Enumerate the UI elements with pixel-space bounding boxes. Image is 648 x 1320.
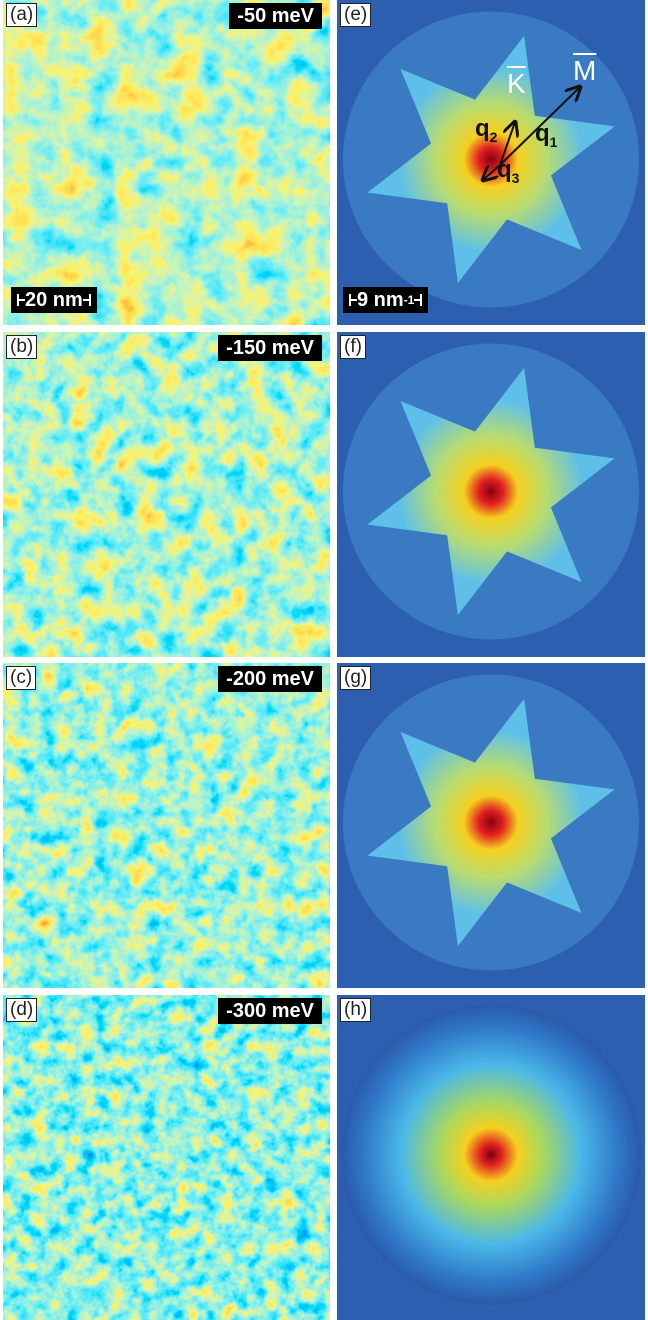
q2-label: q2 (475, 115, 497, 145)
panel-label: (d) (6, 998, 37, 1022)
q3-label: q3 (497, 156, 519, 186)
scale-bar: 9 nm-1 (343, 287, 428, 313)
figure: (() => { const data = JSON.parse(documen… (0, 0, 648, 1320)
q-symbol: q (535, 120, 550, 147)
scale-text: 9 nm (357, 287, 404, 313)
fft-disc (341, 1005, 641, 1305)
map-texture (3, 332, 330, 657)
panel-image (337, 0, 645, 325)
map-texture (3, 0, 330, 325)
panel-label: (g) (340, 666, 371, 690)
fft-panel: (g) (337, 663, 645, 988)
stm-map-panel: (a) -50 meV 20 nm (3, 0, 330, 325)
scale-text: 20 nm (25, 287, 83, 313)
panel-label: (h) (340, 998, 371, 1022)
bar-tick (420, 294, 422, 306)
q1-label: q1 (535, 120, 557, 150)
panel-image (337, 663, 645, 988)
panel-image (3, 332, 330, 657)
panel-label: (c) (6, 666, 36, 690)
panel-label: (a) (6, 3, 37, 27)
q-symbol: q (475, 115, 490, 142)
panel-label: (f) (340, 335, 366, 359)
panel-image (337, 995, 645, 1320)
map-texture (3, 995, 330, 1320)
fft-panel: (h) (337, 995, 645, 1320)
map-texture (3, 663, 330, 988)
energy-label: -200 meV (218, 666, 322, 692)
panel-image (3, 663, 330, 988)
panel-image (3, 0, 330, 325)
k-point-label: K (507, 68, 526, 100)
fft-panel: (f) (337, 332, 645, 657)
stm-map-panel: (d) -300 meV (3, 995, 330, 1320)
energy-label: -300 meV (218, 998, 322, 1024)
scale-superscript: -1 (404, 287, 415, 313)
q-symbol: q (497, 156, 512, 183)
scale-bar: 20 nm (11, 287, 97, 313)
panel-label: (e) (340, 3, 371, 27)
stm-map-panel: (c) -200 meV (3, 663, 330, 988)
panel-label: (b) (6, 335, 37, 359)
energy-label: -150 meV (218, 335, 322, 361)
energy-label: -50 meV (229, 3, 322, 29)
q-subscript: 2 (490, 129, 498, 145)
panel-image (3, 995, 330, 1320)
bar-tick (89, 294, 91, 306)
q-subscript: 1 (550, 134, 558, 150)
q-subscript: 3 (512, 170, 520, 186)
m-point-label: M (573, 55, 596, 87)
stm-map-panel: (b) -150 meV (3, 332, 330, 657)
panel-image (337, 332, 645, 657)
